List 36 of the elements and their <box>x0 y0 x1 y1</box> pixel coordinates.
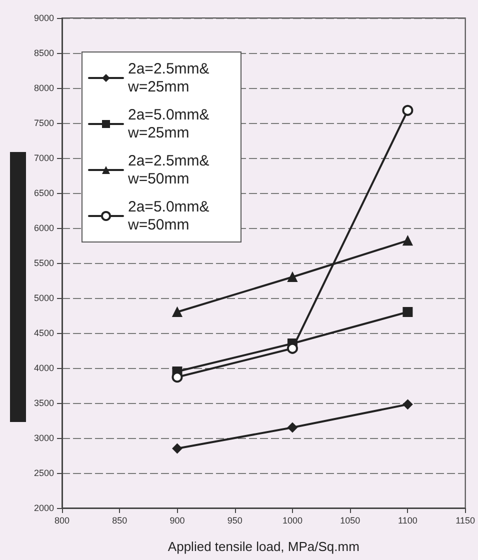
point <box>287 272 298 282</box>
legend-label: 2a=5.0mm& w=50mm <box>127 198 214 234</box>
x-tick-label: 1150 <box>456 516 476 526</box>
y-tick-label: 5000 <box>34 293 54 303</box>
y-tick-label: 6000 <box>34 223 54 233</box>
y-tick-label: 5500 <box>34 258 54 268</box>
x-tick-label: 1050 <box>340 516 360 526</box>
point <box>402 236 413 246</box>
y-tick-label: 8500 <box>34 48 54 58</box>
y-tick-label: 4000 <box>34 363 54 373</box>
y-tick-label: 2500 <box>34 468 54 478</box>
x-tick-label: 900 <box>170 516 185 526</box>
point <box>172 444 182 454</box>
point <box>287 422 298 432</box>
point <box>172 307 182 317</box>
x-tick-label: 1000 <box>282 516 302 526</box>
x-tick-label: 800 <box>54 516 70 526</box>
point <box>402 307 413 317</box>
y-tick-label: 2000 <box>34 503 54 513</box>
y-tick-label: 4500 <box>34 328 54 338</box>
legend-label: 2a=2.5mm& w=25mm <box>127 60 214 96</box>
y-tick-label: 3500 <box>34 398 54 408</box>
x-axis-title: Applied tensile load, MPa/Sq.mm <box>168 539 360 554</box>
point <box>402 104 414 116</box>
y-tick-label: 3000 <box>34 433 54 443</box>
point <box>402 399 413 410</box>
x-tick-label: 950 <box>227 516 242 526</box>
y-tick-label: 7000 <box>34 153 54 163</box>
y-tick-label: 7500 <box>34 118 54 128</box>
y-tick-label: 9000 <box>34 13 54 23</box>
y-tick-label: 8000 <box>34 83 54 93</box>
legend-label: 2a=5.0mm& w=25mm <box>127 106 214 142</box>
x-tick-label: 1100 <box>398 516 418 526</box>
legend-label: 2a=2.5mm& w=50mm <box>127 152 214 188</box>
y-tick-label: 6500 <box>34 188 54 198</box>
x-tick-label: 850 <box>112 516 128 526</box>
